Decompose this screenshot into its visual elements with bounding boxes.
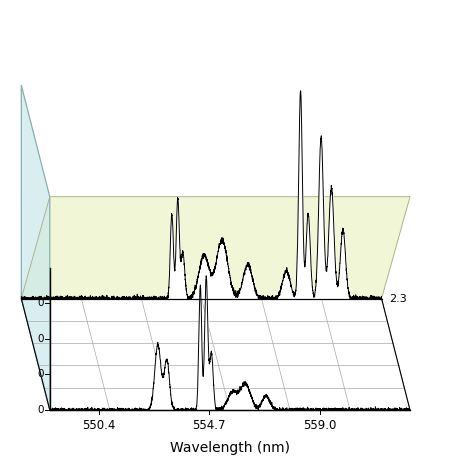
Text: Wavelength (nm): Wavelength (nm) <box>170 441 290 455</box>
Text: 0: 0 <box>37 405 44 415</box>
Text: 0: 0 <box>37 298 44 309</box>
Polygon shape <box>21 85 50 410</box>
Text: 550.4: 550.4 <box>82 419 115 431</box>
Text: 2.3: 2.3 <box>389 293 406 304</box>
Text: 0: 0 <box>37 369 44 380</box>
Polygon shape <box>21 197 410 299</box>
Text: 559.0: 559.0 <box>303 419 337 431</box>
Text: 0: 0 <box>37 334 44 344</box>
Text: 554.7: 554.7 <box>192 419 226 431</box>
